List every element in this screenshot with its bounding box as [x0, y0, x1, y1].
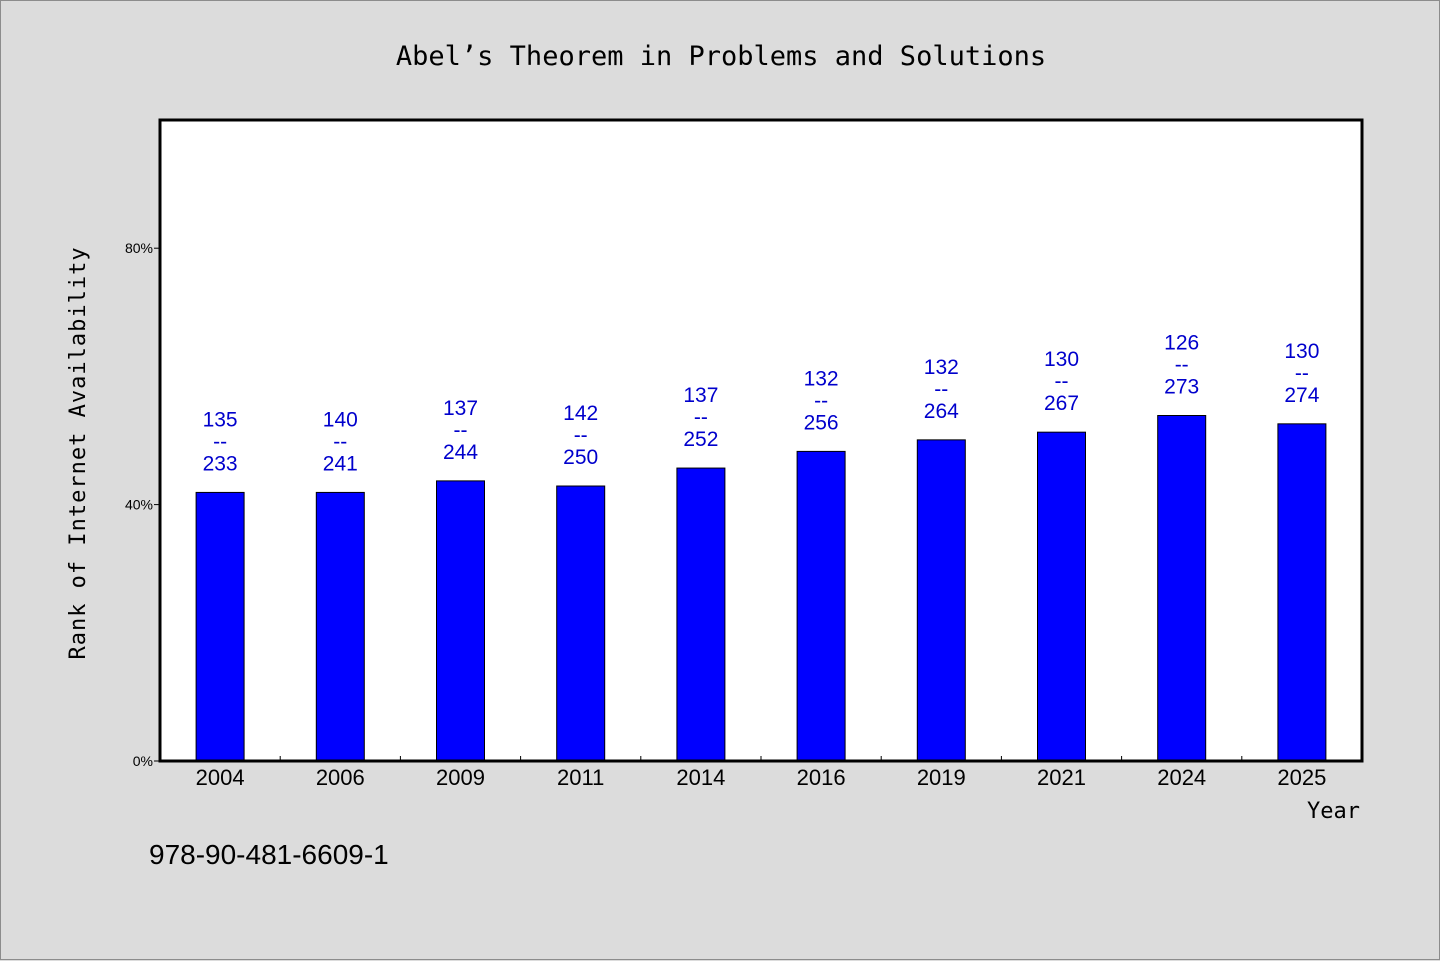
data-label-2024-line-3: 273 — [1164, 376, 1199, 399]
bar-2016 — [796, 450, 846, 762]
bar-2024 — [1157, 415, 1207, 762]
data-label-2011-line-3: 250 — [563, 446, 598, 469]
data-label-2021-line-2: -- — [1055, 370, 1069, 393]
data-label-2025-line-2: -- — [1295, 362, 1309, 385]
data-label-2025-line-3: 274 — [1284, 384, 1319, 407]
data-label-2016-line-1: 132 — [804, 367, 839, 390]
data-label-2016-line-3: 256 — [804, 411, 839, 434]
x-tick-label-2025: 2025 — [1277, 765, 1326, 790]
data-label-2004-line-1: 135 — [203, 408, 238, 431]
data-label-2009-line-1: 137 — [443, 397, 478, 420]
data-label-2004-line-2: -- — [213, 430, 227, 453]
data-label-2009-line-3: 244 — [443, 441, 478, 464]
y-axis-label: Rank of Internet Availability — [66, 246, 91, 659]
data-label-2014-line-2: -- — [694, 406, 708, 429]
chart-title: Abel’s Theorem in Problems and Solutions — [396, 41, 1046, 72]
data-label-2014-line-3: 252 — [683, 428, 718, 451]
y-tick-label-80: 80% — [125, 240, 153, 256]
bar-2021 — [1037, 431, 1086, 762]
bar-2011 — [556, 485, 606, 762]
x-tick-label-2009: 2009 — [436, 765, 485, 790]
y-tick-label-40: 40% — [125, 497, 153, 513]
data-label-2019-line-3: 264 — [924, 400, 959, 423]
x-axis: 2004 2006 2009 2011 2014 2016 2019 2021 2024 2025 — [196, 756, 1326, 790]
bar-2025 — [1277, 423, 1327, 762]
data-label-2024-line-2: -- — [1175, 354, 1189, 377]
x-axis-label: Year — [1307, 799, 1360, 824]
x-tick-label-2011: 2011 — [557, 765, 604, 790]
data-label-2006-line-3: 241 — [323, 452, 358, 475]
data-label-2024-line-1: 126 — [1164, 332, 1199, 355]
bars-group — [195, 415, 1327, 762]
data-label-2004-line-3: 233 — [203, 452, 238, 475]
bar-2014 — [676, 467, 726, 762]
data-label-2016-line-2: -- — [814, 389, 828, 412]
x-tick-label-2014: 2014 — [676, 765, 725, 790]
data-label-2021-line-1: 130 — [1044, 348, 1079, 371]
data-label-2009-line-2: -- — [454, 419, 468, 442]
bar-2009 — [436, 480, 485, 762]
y-axis: 0% 40% 80% — [125, 240, 160, 769]
bar-2006 — [315, 491, 365, 762]
bar-2004 — [195, 491, 245, 762]
bar-2019 — [916, 439, 966, 762]
data-label-2011-line-1: 142 — [563, 402, 598, 425]
x-tick-label-2024: 2024 — [1157, 765, 1206, 790]
data-label-2006-line-1: 140 — [323, 408, 358, 431]
data-labels-group: 135--233140--241137--244142--250137--252… — [203, 332, 1320, 476]
x-tick-label-2004: 2004 — [196, 765, 245, 790]
y-tick-label-0: 0% — [133, 753, 153, 769]
data-label-2021-line-3: 267 — [1044, 392, 1079, 415]
data-label-2025-line-1: 130 — [1284, 340, 1319, 363]
data-label-2006-line-2: -- — [333, 430, 347, 453]
x-tick-label-2006: 2006 — [316, 765, 365, 790]
isbn-footer: 978-90-481-6609-1 — [149, 839, 389, 870]
x-tick-label-2021: 2021 — [1037, 765, 1086, 790]
data-label-2011-line-2: -- — [574, 424, 588, 447]
x-tick-label-2016: 2016 — [797, 765, 846, 790]
x-tick-label-2019: 2019 — [917, 765, 966, 790]
data-label-2014-line-1: 137 — [683, 384, 718, 407]
data-label-2019-line-1: 132 — [924, 356, 959, 379]
data-label-2019-line-2: -- — [934, 378, 948, 401]
